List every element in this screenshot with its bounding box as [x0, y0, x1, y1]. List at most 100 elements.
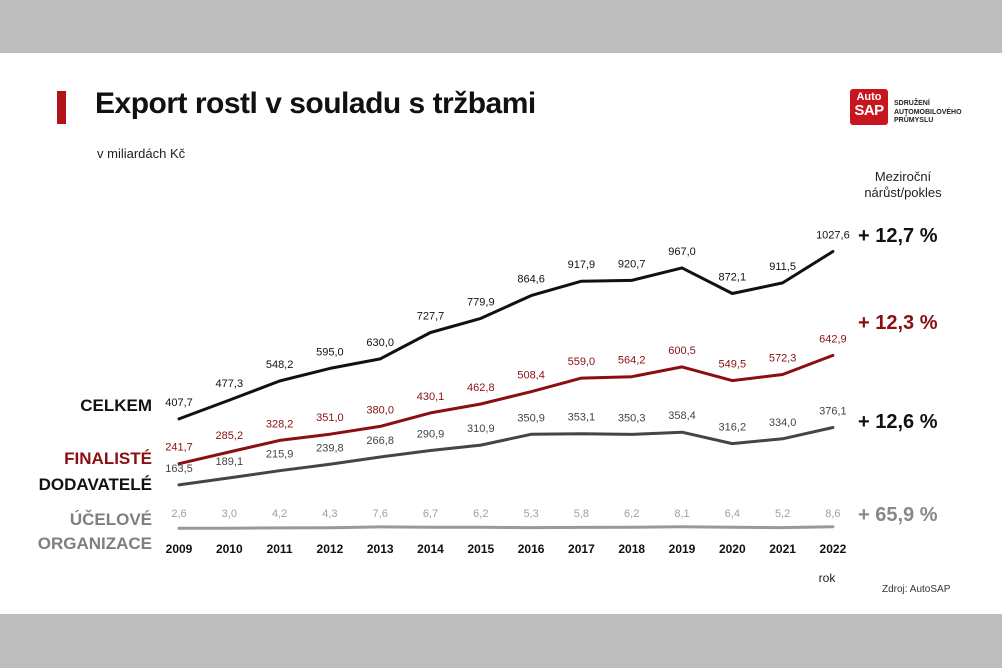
data-label: 376,1	[819, 406, 847, 418]
logo-line-2: AUTOMOBILOVÉHO	[894, 108, 962, 116]
data-label: 508,4	[517, 370, 545, 382]
x-tick-label: 2011	[267, 542, 293, 556]
series-line-1	[177, 250, 835, 421]
x-tick-label: 2017	[568, 542, 595, 556]
data-label: 189,1	[216, 456, 244, 468]
data-label: 564,2	[618, 355, 646, 367]
yoy-change-label: + 65,9 %	[858, 504, 938, 526]
source-note: Zdroj: AutoSAP	[882, 584, 951, 595]
data-label: 239,8	[316, 442, 344, 454]
data-label: 328,2	[266, 418, 294, 430]
data-label: 285,2	[216, 430, 244, 442]
yoy-header-line-2: nárůst/pokles	[864, 185, 942, 200]
data-label: 351,0	[316, 412, 344, 424]
x-tick-label: 2020	[719, 542, 746, 556]
data-label: 350,3	[618, 412, 646, 424]
logo-badge: Auto SAP	[850, 89, 888, 125]
x-tick-label: 2021	[769, 542, 796, 556]
data-label: 8,1	[674, 508, 689, 520]
data-label: 872,1	[719, 272, 747, 284]
data-label: 630,0	[366, 337, 394, 349]
yoy-change-label: + 12,3 %	[858, 312, 938, 334]
data-label: 1027,6	[816, 230, 850, 242]
data-label: 350,9	[517, 412, 545, 424]
yoy-header: Meziroční nárůst/pokles	[848, 169, 958, 201]
data-label: 559,0	[568, 356, 596, 368]
data-label: 8,6	[825, 508, 840, 520]
logo-brand-top: Auto	[856, 91, 882, 103]
data-label: 967,0	[668, 246, 696, 258]
data-label: 407,7	[165, 397, 193, 409]
data-label: 6,2	[473, 508, 488, 520]
x-tick-label: 2015	[467, 542, 494, 556]
data-label: 642,9	[819, 333, 847, 345]
data-label: 310,9	[467, 423, 495, 435]
data-label: 358,4	[668, 410, 696, 422]
data-label: 549,5	[719, 359, 747, 371]
data-label: 266,8	[366, 435, 394, 447]
data-label: 548,2	[266, 359, 294, 371]
series-name-label: ORGANIZACE	[38, 534, 152, 553]
data-label: 430,1	[417, 391, 445, 403]
data-label: 911,5	[769, 261, 796, 273]
data-label: 727,7	[417, 311, 445, 323]
data-label: 7,6	[373, 508, 388, 520]
data-label: 241,7	[165, 442, 193, 454]
data-label: 353,1	[568, 412, 596, 424]
series-name-label: FINALISTÉ	[64, 449, 152, 468]
data-label: 316,2	[719, 422, 747, 434]
data-label: 920,7	[618, 258, 646, 270]
logo-brand-bottom: SAP	[854, 102, 884, 119]
data-label: 4,2	[272, 508, 287, 520]
series-name-label: ÚČELOVÉ	[70, 510, 152, 529]
page-title: Export rostl v souladu s tržbami	[95, 87, 536, 120]
data-label: 600,5	[668, 345, 696, 357]
yoy-change-label: + 12,7 %	[858, 225, 938, 247]
data-label: 163,5	[165, 463, 193, 475]
x-tick-label: 2014	[417, 542, 444, 556]
data-label: 6,7	[423, 508, 438, 520]
series-name-label: CELKEM	[80, 396, 152, 415]
x-tick-label: 2012	[317, 542, 344, 556]
logo-text: SDRUŽENÍ AUTOMOBILOVÉHO PRŮMYSLU	[894, 100, 974, 126]
slide: Export rostl v souladu s tržbami v milia…	[0, 53, 1002, 614]
data-label: 6,2	[624, 508, 639, 520]
series-name-label: DODAVATELÉ	[39, 475, 152, 494]
data-label: 5,3	[523, 508, 538, 520]
x-tick-label: 2018	[618, 542, 645, 556]
x-tick-label: 2010	[216, 542, 243, 556]
units-subtitle: v miliardách Kč	[97, 146, 186, 161]
data-label: 5,2	[775, 508, 790, 520]
data-label: 462,8	[467, 382, 495, 394]
data-label: 2,6	[171, 508, 186, 520]
data-label: 595,0	[316, 346, 344, 358]
data-label: 215,9	[266, 449, 294, 461]
title-accent-bar	[57, 91, 66, 124]
yoy-header-line-1: Meziroční	[874, 169, 932, 184]
data-label: 290,9	[417, 429, 445, 441]
data-label: 864,6	[517, 274, 545, 286]
data-label: 477,3	[216, 378, 244, 390]
x-tick-label: 2019	[669, 542, 696, 556]
logo-line-1: SDRUŽENÍ	[894, 100, 930, 107]
x-tick-label: 2022	[820, 542, 847, 556]
data-label: 5,8	[574, 508, 589, 520]
data-label: 334,0	[769, 417, 797, 429]
autosap-logo: Auto SAP SDRUŽENÍ AUTOMOBILOVÉHO PRŮMYSL…	[850, 89, 970, 129]
data-label: 380,0	[366, 404, 394, 416]
data-label: 6,4	[725, 508, 740, 520]
logo-line-3: PRŮMYSLU	[894, 117, 934, 124]
x-tick-label: 2013	[367, 542, 394, 556]
series-line-4	[177, 525, 835, 530]
data-label: 917,9	[568, 259, 596, 271]
data-label: 572,3	[769, 353, 797, 365]
series-line-3	[177, 426, 835, 487]
data-label: 779,9	[467, 296, 495, 308]
data-label: 3,0	[222, 508, 237, 520]
x-tick-label: 2009	[166, 542, 193, 556]
series-line-2	[177, 353, 835, 466]
data-label: 4,3	[322, 508, 337, 520]
x-tick-label: 2016	[518, 542, 545, 556]
x-axis-label: rok	[819, 571, 837, 585]
